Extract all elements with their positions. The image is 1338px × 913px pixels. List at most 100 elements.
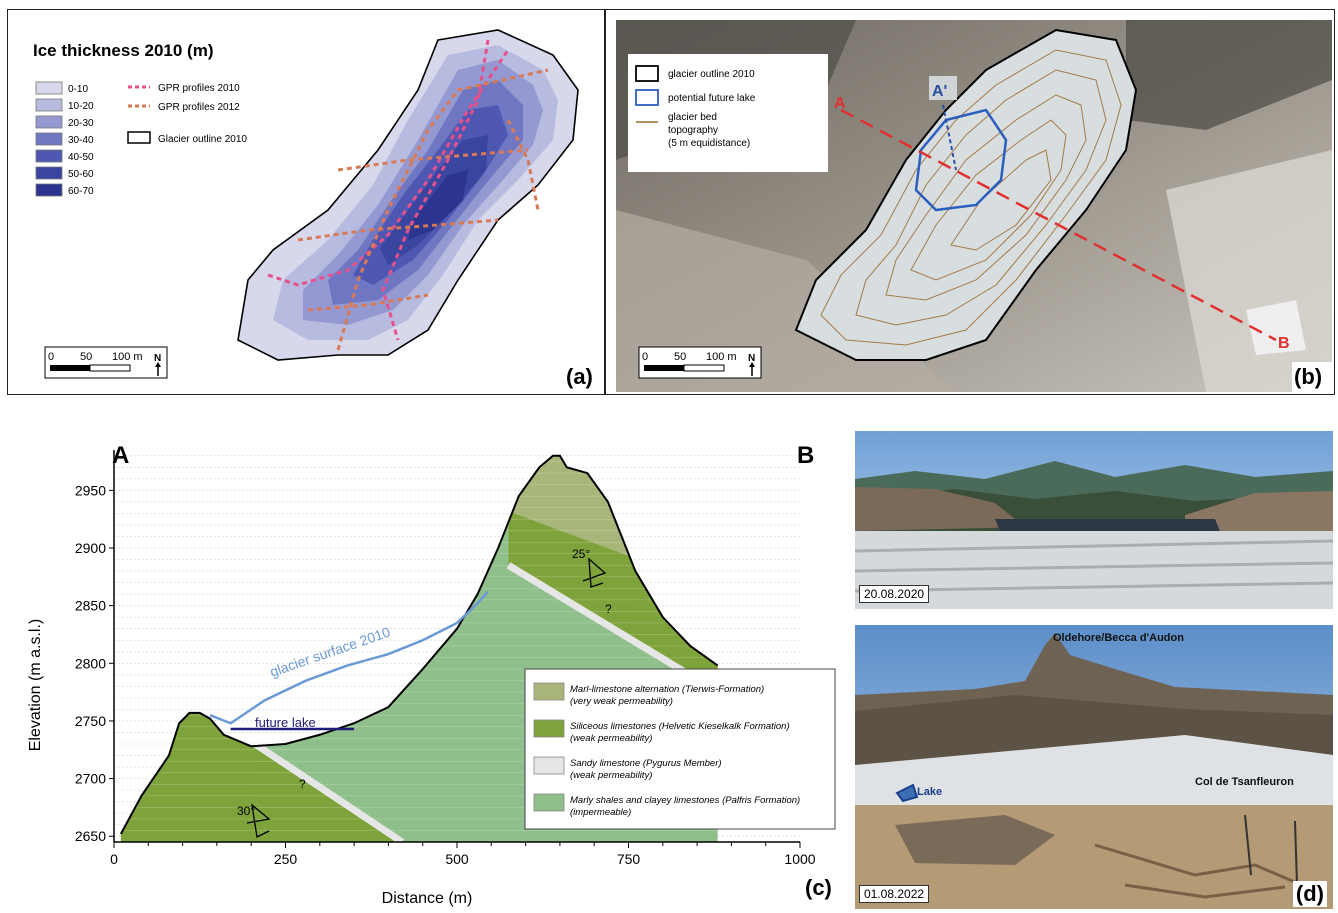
geology-legend-swatch [533, 682, 565, 701]
svg-text:glacier outline 2010: glacier outline 2010 [668, 69, 755, 80]
y-tick-label: 2900 [75, 540, 106, 556]
svg-text:50: 50 [80, 351, 92, 363]
x-axis-title: Distance (m) [382, 890, 473, 907]
kieselkalk-layer-left [120, 709, 396, 842]
svg-text:(5 m equidistance): (5 m equidistance) [668, 138, 750, 149]
bedrock-profile-line [119, 454, 719, 835]
lake-outline [895, 783, 919, 803]
x-tick-label: 500 [445, 851, 469, 867]
svg-text:glacier bed: glacier bed [668, 112, 717, 123]
legend-item-label: 30-40 [68, 135, 94, 146]
geology-legend-swatch [533, 719, 565, 738]
panel-a: Ice thickness 2010 (m) 0-10 10-20 20-30 30-… [7, 9, 605, 395]
outline-label: Glacier outline 2010 [158, 134, 247, 145]
panel-d: 20.08.2020 Lake Oldehore/Becca d'Audon C… [847, 395, 1338, 913]
svg-text:0: 0 [642, 351, 648, 363]
svg-text:N: N [748, 353, 755, 364]
gpr-2012-label: GPR profiles 2012 [158, 102, 240, 113]
y-tick-label: 2950 [75, 482, 106, 498]
dip-symbol-2 [582, 557, 607, 588]
photo-2020: 20.08.2020 [855, 431, 1333, 609]
x-tick-label: 1000 [784, 851, 815, 867]
panel-b: A A' B glacier outline 2010 potential fu… [605, 9, 1335, 395]
mark-b: B [1278, 335, 1290, 352]
ice-thickness-title: Ice thickness 2010 (m) [33, 41, 213, 60]
photo-2022: Lake Oldehore/Becca d'Audon Col de Tsanf… [855, 625, 1333, 909]
y-tick-label: 2700 [75, 771, 106, 787]
lake-label: Lake [917, 786, 942, 798]
legend-swatch [35, 132, 63, 146]
y-tick-label: 2800 [75, 655, 106, 671]
date-2022: 01.08.2022 [859, 885, 930, 903]
gpr-2010-label: GPR profiles 2010 [158, 83, 240, 94]
glacier-thickness [237, 29, 579, 361]
end-a-label: A [112, 442, 129, 469]
svg-text:potential future lake: potential future lake [668, 93, 756, 104]
geology-legend-note: (weak permeability) [570, 733, 652, 744]
date-2020: 20.08.2020 [859, 585, 930, 603]
dip-symbol-1 [246, 803, 271, 838]
geology-legend: Marl-limestone alternation (Tierwis-Form… [524, 668, 836, 830]
geology-legend-name: Siliceous limestones (Helvetic Kieselkal… [570, 721, 790, 732]
dip-30-label: 30° [237, 804, 255, 818]
x-tick-label: 0 [110, 851, 118, 867]
y-axis-title: Elevation (m a.s.l.) [27, 619, 44, 751]
end-b-label: B [797, 442, 814, 469]
geology-legend-name: Sandy limestone (Pygurus Member) [570, 758, 722, 769]
legend-item-label: 60-70 [68, 186, 94, 197]
section-line-ab [840, 108, 1277, 342]
panel-c: 2650 2700 2750 2800 2850 2900 2950 0 250 500 750 10… [7, 395, 847, 910]
legend-item-label: 20-30 [68, 118, 94, 129]
legend-swatch [35, 98, 63, 112]
mark-a: A [834, 95, 846, 112]
legend-item-label: 50-60 [68, 169, 94, 180]
geology-legend-note: (very weak permeability) [570, 696, 673, 707]
dip-25-label: 25° [572, 547, 590, 561]
outline-swatch [127, 131, 151, 144]
scale-bar-b: 0 50 100 m N [638, 346, 762, 379]
col-label: Col de Tsanfleuron [1195, 776, 1294, 788]
glacier-outline [794, 28, 1138, 361]
future-lake-label: future lake [255, 715, 316, 730]
geology-legend-swatch [533, 756, 565, 775]
legend-item-label: 0-10 [68, 84, 88, 95]
geology-legend-swatch [533, 793, 565, 812]
y-tick-label: 2750 [75, 713, 106, 729]
satellite-map: A A' B glacier outline 2010 potential fu… [616, 20, 1332, 392]
geology-legend-name: Marly shales and clayey limestones (Palf… [570, 795, 800, 806]
x-tick-label: 250 [274, 851, 298, 867]
elevation-profile-chart: 2650 2700 2750 2800 2850 2900 2950 0 250 500 750 10… [27, 442, 836, 907]
svg-text:100 m: 100 m [112, 351, 143, 363]
svg-text:50: 50 [674, 351, 686, 363]
geology-legend-note: (weak permeability) [570, 770, 652, 781]
peak-label: Oldehore/Becca d'Audon [1053, 632, 1184, 644]
panel-b-label: (b) [1294, 364, 1322, 389]
glacier-surface-line [209, 590, 489, 725]
geology-legend-note: (impermeable) [570, 807, 631, 818]
legend-item-label: 10-20 [68, 101, 94, 112]
scale-bar-a: 0 50 100 m N [44, 346, 168, 379]
geology-legend-name: Marl-limestone alternation (Tierwis-Form… [570, 684, 764, 695]
mark-a-prime: A' [932, 83, 947, 100]
svg-text:N: N [154, 353, 161, 364]
unknown-contact-2: ? [605, 602, 612, 616]
panel-a-label: (a) [566, 364, 593, 389]
svg-text:100 m: 100 m [706, 351, 737, 363]
legend-swatch [35, 183, 63, 197]
y-tick-label: 2650 [75, 828, 106, 844]
ice-thickness-map: Ice thickness 2010 (m) 0-10 10-20 20-30 30-… [33, 29, 593, 389]
legend-item-label: 40-50 [68, 152, 94, 163]
legend-swatch [35, 115, 63, 129]
legend-swatch [35, 149, 63, 163]
thickness-legend: 0-10 10-20 20-30 30-40 40-50 50-60 60-70 [35, 81, 94, 197]
legend-swatch [35, 166, 63, 180]
legend-swatch [35, 81, 63, 95]
future-lake-outline [914, 108, 1008, 212]
panel-c-label: (c) [805, 875, 832, 900]
y-tick-label: 2850 [75, 598, 106, 614]
panel-b-legend: glacier outline 2010 potential future la… [628, 54, 828, 172]
svg-text:0: 0 [48, 351, 54, 363]
unknown-contact-1: ? [299, 777, 306, 791]
panel-d-label: (d) [1292, 881, 1327, 907]
x-tick-label: 750 [617, 851, 641, 867]
